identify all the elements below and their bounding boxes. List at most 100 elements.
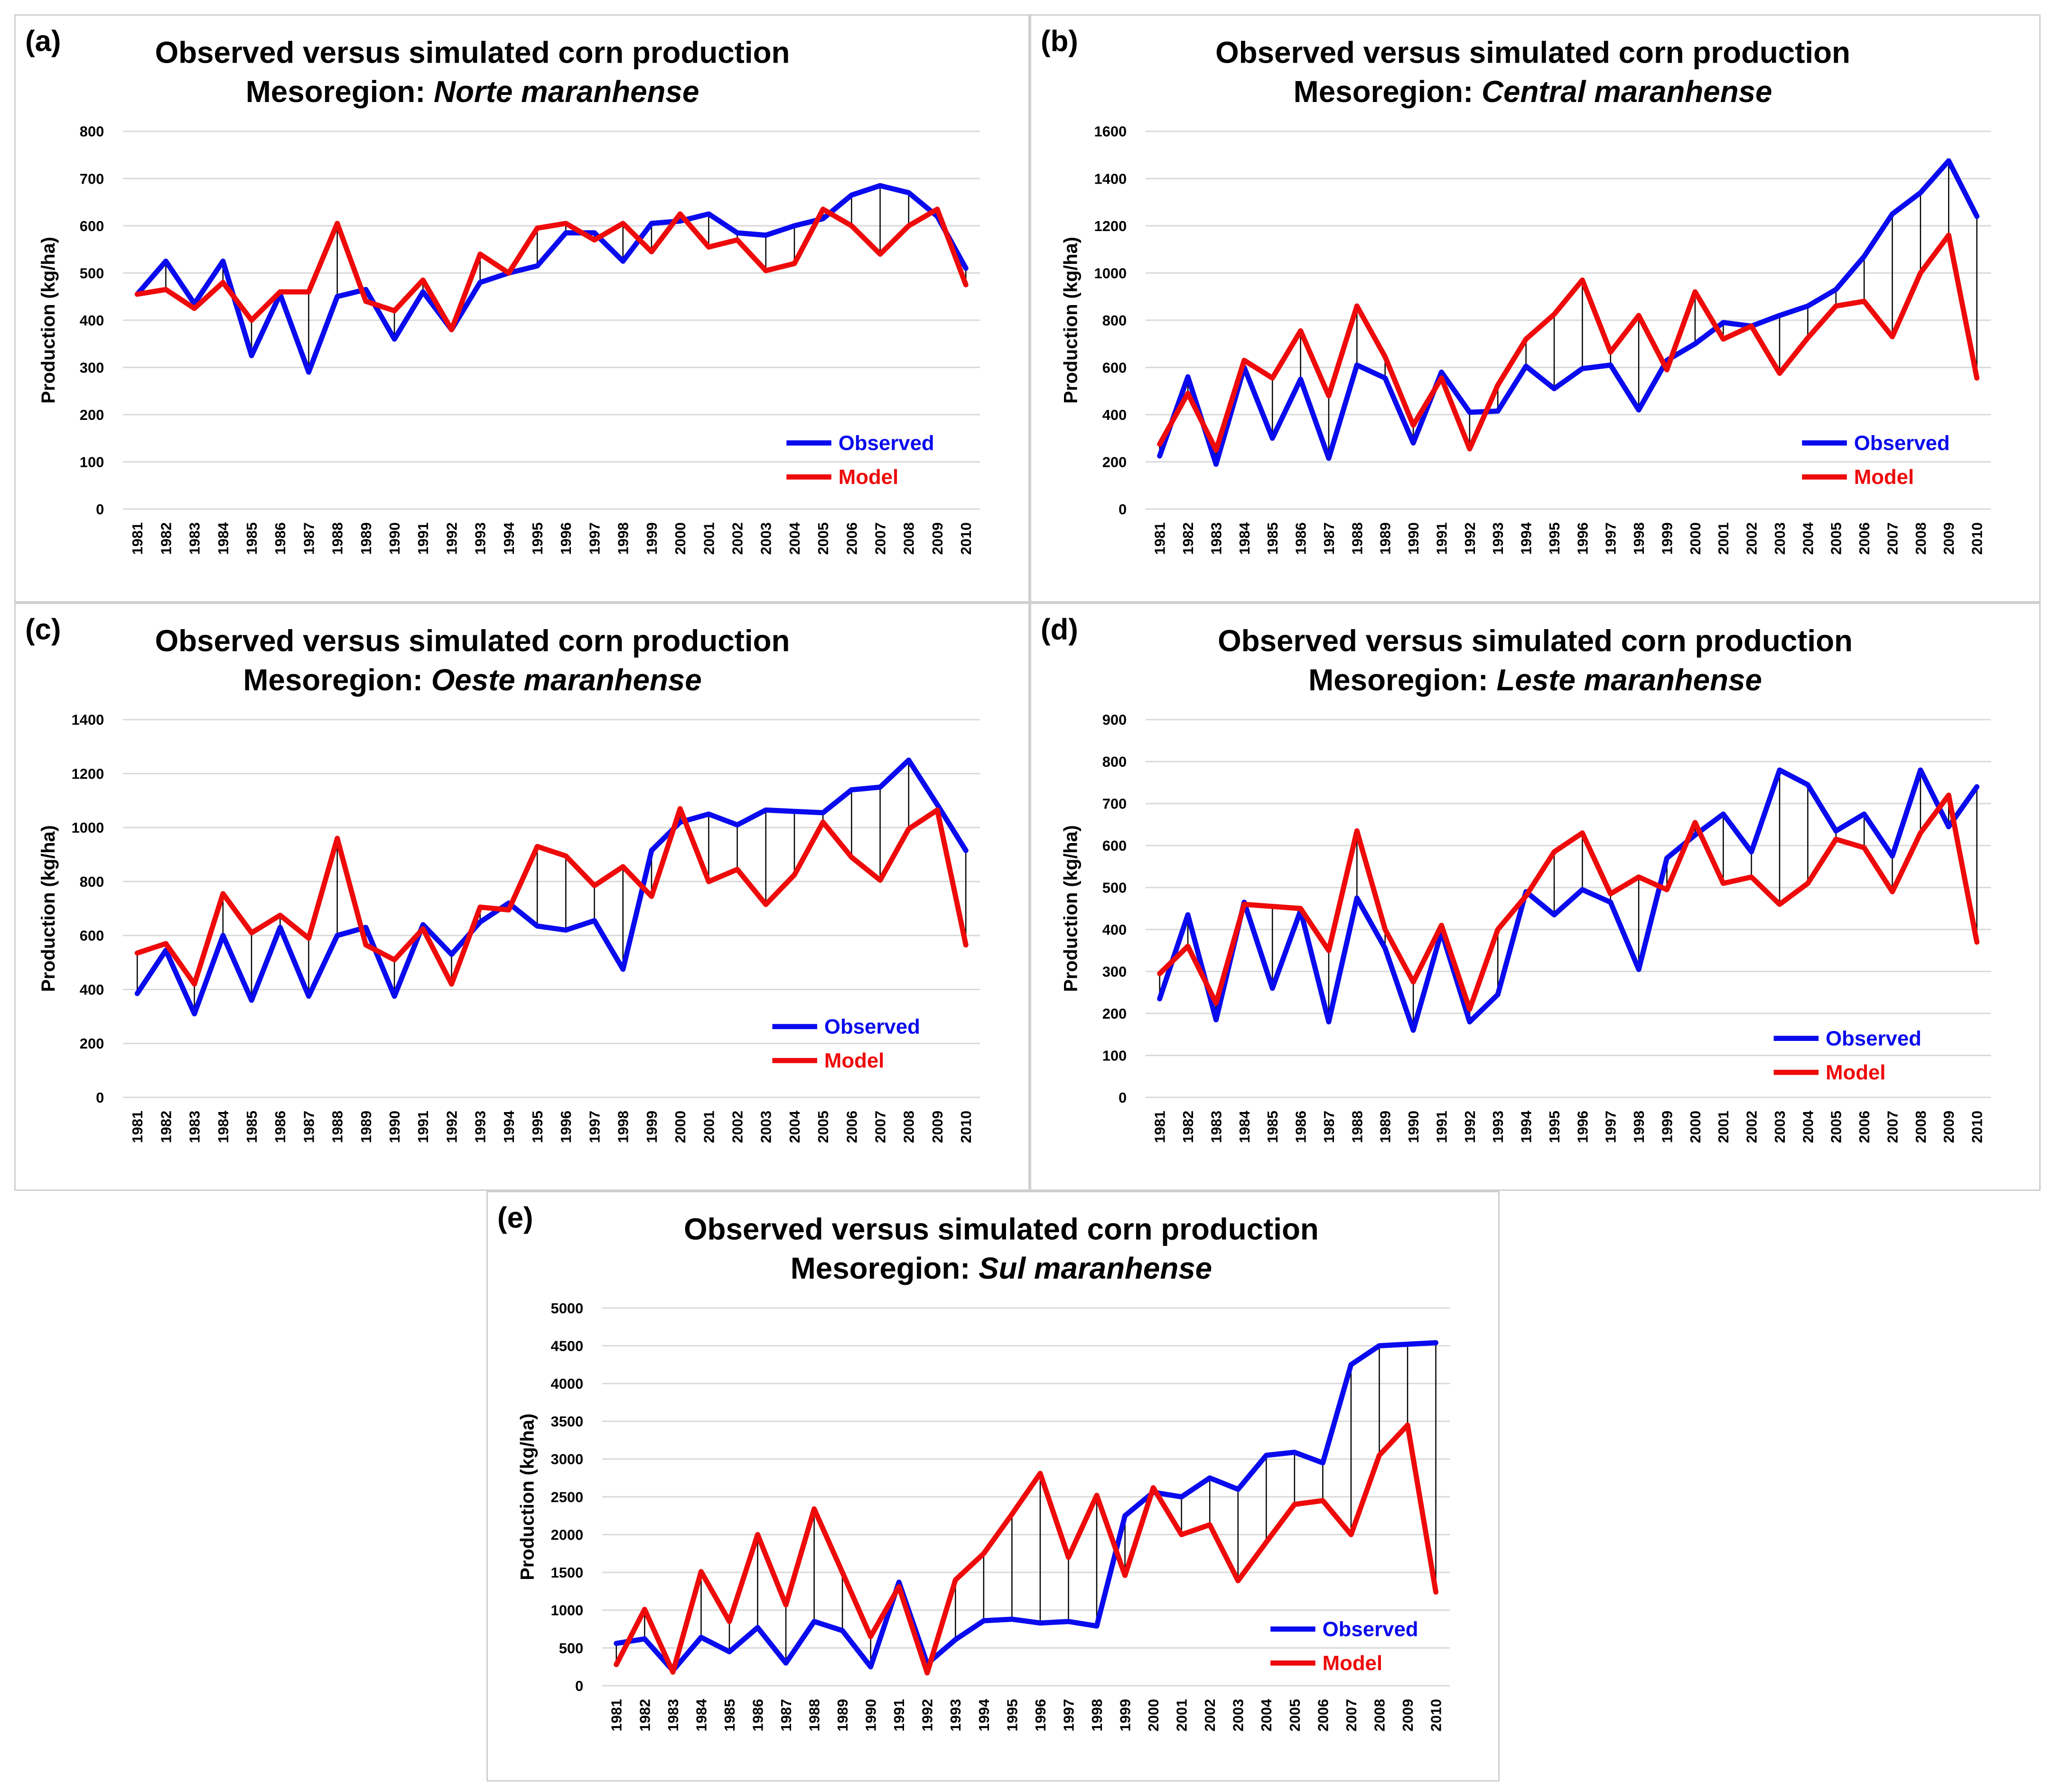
x-tick-label: 1997 [586,1111,603,1143]
subtitle-region: Norte maranhense [434,75,699,109]
x-tick-label: 1993 [947,1699,964,1732]
y-tick-label: 1000 [551,1602,584,1619]
y-tick-label: 4500 [551,1337,584,1354]
x-tick-label: 1994 [1518,522,1535,555]
x-tick-label: 1988 [329,522,346,555]
x-tick-label: 2002 [729,522,746,555]
x-tick-label: 2009 [1940,1111,1957,1143]
panel-label: (b) [1041,25,1078,58]
y-tick-label: 0 [96,1089,104,1106]
x-tick-label: 2000 [1145,1699,1162,1732]
legend-label-observed: Observed [839,432,934,455]
x-tick-label: 2003 [1772,1111,1788,1143]
chart-svg-d: (d) Observed versus simulated corn produc… [1041,613,1991,1143]
series-line-observed [1157,767,1980,1033]
x-tick-label: 1991 [415,522,431,555]
x-tick-label: 1995 [1004,1699,1020,1732]
x-tick-label: 1992 [1462,522,1478,555]
x-tick-label: 1983 [187,1111,203,1143]
x-tick-label: 1987 [300,1111,317,1143]
y-tick-label: 1000 [1094,265,1127,281]
x-tick-label: 1993 [472,522,489,555]
x-tick-label: 1985 [243,522,260,555]
x-tick-label: 1991 [415,1111,431,1143]
x-tick-label: 1981 [129,522,146,555]
x-tick-label: 1990 [1405,522,1422,555]
x-tick-label: 2009 [1940,522,1957,555]
x-tick-label: 2006 [843,522,860,555]
x-tick-label: 2007 [1884,522,1901,555]
x-tick-label: 1995 [1546,522,1563,555]
y-tick-label: 1000 [72,819,104,836]
x-tick-label: 1991 [891,1699,907,1732]
legend-label-observed: Observed [1854,432,1950,455]
chart-title: Observed versus simulated corn productio… [155,36,790,70]
x-tick-label: 1989 [1377,1111,1394,1143]
x-tick-label: 2004 [786,1111,803,1143]
subtitle-prefix: Mesoregion: [246,75,434,109]
x-tick-label: 1981 [129,1111,146,1143]
y-tick-label: 4000 [551,1375,584,1392]
y-tick-label: 3000 [551,1451,584,1467]
legend-label-observed: Observed [1826,1027,1921,1050]
x-tick-label: 1993 [472,1111,489,1143]
x-tick-label: 1983 [1208,522,1224,555]
series-line-observed [134,183,969,375]
y-axis-label: Production (kg/ha) [517,1413,538,1580]
y-tick-label: 0 [1119,1089,1127,1106]
x-tick-label: 2003 [758,522,774,555]
y-tick-label: 100 [80,454,104,470]
subtitle-prefix: Mesoregion: [1294,75,1482,109]
y-tick-label: 800 [1102,753,1127,770]
chart-title: Observed versus simulated corn productio… [1218,624,1853,658]
chart-svg-c: (c) Observed versus simulated corn produc… [25,613,980,1143]
chart-panel-a: (a) Observed versus simulated corn produc… [14,14,1030,603]
y-tick-label: 2000 [551,1526,584,1543]
x-tick-label: 2000 [672,522,689,555]
x-tick-label: 2001 [700,522,717,555]
x-tick-label: 2007 [1343,1699,1360,1732]
x-tick-label: 2002 [1744,522,1760,555]
x-tick-label: 1985 [243,1111,260,1143]
series-line-observed [1157,158,1980,467]
x-tick-label: 1985 [721,1699,738,1732]
x-tick-label: 1986 [1293,522,1309,555]
x-tick-label: 2006 [843,1111,860,1143]
x-tick-label: 2008 [1912,1111,1929,1143]
x-tick-label: 2000 [672,1111,689,1143]
x-tick-label: 1984 [1236,522,1253,555]
chart-panel-c: (c) Observed versus simulated corn produc… [14,603,1030,1191]
x-tick-label: 1992 [1462,1111,1478,1143]
x-tick-label: 1985 [1264,522,1281,555]
x-tick-label: 1994 [976,1699,992,1732]
y-tick-label: 1400 [1094,170,1127,187]
x-tick-label: 1992 [919,1699,936,1732]
chart-subtitle: Mesoregion: Sul maranhense [791,1252,1212,1285]
y-tick-label: 1600 [1094,123,1127,140]
x-tick-label: 1989 [358,1111,374,1143]
x-tick-label: 2008 [1371,1699,1388,1732]
x-tick-label: 1999 [1659,522,1675,555]
x-tick-label: 2010 [958,1111,974,1143]
x-tick-label: 2008 [901,522,917,555]
x-tick-label: 1986 [749,1699,766,1732]
y-tick-label: 100 [1102,1047,1127,1064]
y-tick-label: 400 [80,312,104,329]
y-tick-label: 500 [1102,880,1127,896]
x-tick-label: 1993 [1490,522,1506,555]
series-line-model [614,1422,1439,1676]
x-tick-label: 2005 [1828,522,1845,555]
x-tick-label: 1986 [272,1111,289,1143]
chart-subtitle: Mesoregion: Central maranhense [1294,75,1772,109]
x-tick-label: 1995 [1546,1111,1563,1143]
y-axis-label: Production (kg/ha) [38,237,59,404]
y-tick-label: 200 [80,1035,104,1052]
y-tick-label: 1200 [1094,218,1127,234]
x-tick-label: 2000 [1687,1111,1704,1143]
x-tick-label: 1996 [1574,522,1591,555]
legend-label-model: Model [1854,465,1914,489]
x-tick-label: 1998 [1631,1111,1647,1143]
series-line-observed [134,757,969,1017]
x-tick-label: 1992 [443,522,460,555]
subtitle-region: Oeste maranhense [431,663,702,697]
